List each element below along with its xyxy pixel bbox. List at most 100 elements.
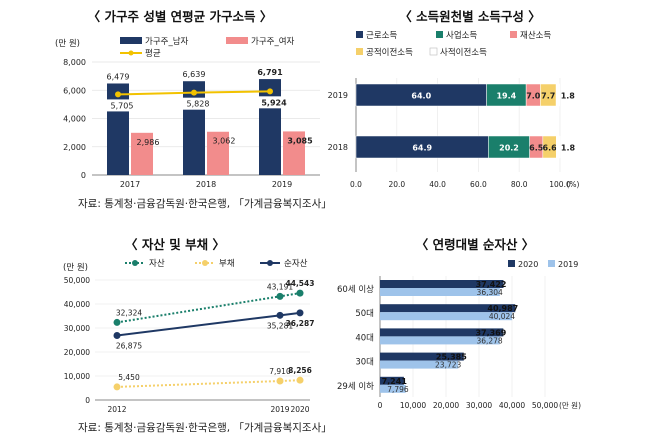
chart3-xtick-label: 2020 bbox=[290, 405, 309, 414]
chart3-point bbox=[276, 311, 284, 319]
chart2-legend-label: 사적이전소득 bbox=[440, 47, 487, 58]
chart3-ytick-label: 30,000 bbox=[64, 324, 90, 333]
chart1-avg-label-bg bbox=[182, 97, 214, 110]
chart4-xtick-label: 20,000 bbox=[433, 401, 459, 410]
chart3-legend-label: 순자산 bbox=[284, 258, 308, 269]
chart4-value-label: 23,723 bbox=[435, 361, 461, 370]
chart2-unit: (%) bbox=[567, 180, 580, 189]
chart4-legend-label: 2019 bbox=[558, 260, 578, 269]
chart2-legend-swatch bbox=[356, 31, 363, 38]
chart1-bar-female bbox=[283, 131, 305, 175]
chart1-avg-label-bg bbox=[106, 99, 138, 112]
chart2-segment-label: 64.9 bbox=[412, 144, 432, 153]
chart4-bar bbox=[380, 288, 500, 296]
chart1-avg-label: 5,828 bbox=[187, 100, 210, 109]
chart1-legend-swatch-female bbox=[226, 37, 248, 44]
chart1-label-male: 6,639 bbox=[183, 70, 206, 79]
chart2-legend-label: 공적이전소득 bbox=[366, 47, 413, 58]
chart1-ytick-label: 0 bbox=[81, 171, 86, 180]
chart4-title: 〈 연령대별 순자산 〉 bbox=[415, 237, 535, 252]
chart2-legend-swatch bbox=[429, 47, 438, 56]
chart3-ytick-label: 0 bbox=[85, 396, 90, 405]
chart4-bar bbox=[380, 376, 404, 385]
chart4-bar bbox=[380, 304, 516, 313]
chart2-segment bbox=[555, 83, 561, 107]
chart2-segment-label: 7.7 bbox=[541, 92, 555, 101]
chart4-xtick-label: 50,000 bbox=[532, 401, 558, 410]
chart2-title: 〈 소득원천별 소득구성 〉 bbox=[399, 9, 541, 24]
chart3-value-label: 8,256 bbox=[288, 366, 312, 375]
chart4-bar bbox=[380, 328, 504, 337]
chart1-avg-label-bg bbox=[258, 96, 290, 109]
chart3-point bbox=[113, 332, 121, 339]
chart3-value-label: 26,875 bbox=[116, 342, 142, 351]
chart4-legend-swatch bbox=[548, 260, 555, 267]
chart1-avg-point bbox=[267, 88, 273, 95]
chart1-label-male: 6,479 bbox=[107, 72, 130, 81]
chart1-ytick-label: 6,000 bbox=[63, 86, 86, 95]
chart2-legend-label: 근로소득 bbox=[366, 31, 397, 41]
chart2-xtick-label: 80.0 bbox=[511, 180, 528, 189]
chart3-legend-label: 부채 bbox=[219, 258, 235, 269]
chart4-ytick-label: 40대 bbox=[355, 333, 374, 343]
chart4-bar bbox=[380, 312, 513, 321]
chart1-bar-female bbox=[131, 132, 153, 175]
chart2-segment bbox=[556, 135, 561, 159]
chart2-xtick-label: 60.0 bbox=[470, 180, 487, 189]
chart3-legend-label: 자산 bbox=[149, 258, 165, 269]
chart3-value-label: 43,191 bbox=[267, 282, 293, 291]
chart1-ytick-label: 4,000 bbox=[63, 115, 86, 124]
chart1-avg-point bbox=[191, 89, 197, 96]
chart3-xtick-label: 2012 bbox=[107, 405, 126, 414]
chart4-bar bbox=[380, 336, 500, 345]
chart1-avg-label: 5,705 bbox=[111, 101, 134, 110]
source-note-bottom: 자료: 통계청·금융감독원·한국은행, 「가계금융복지조사」 bbox=[78, 422, 332, 434]
chart4-xtick-label: 40,000 bbox=[499, 401, 525, 410]
chart4-xtick-label: 10,000 bbox=[400, 401, 426, 410]
chart4-value-label: 36,304 bbox=[477, 288, 503, 297]
chart1-label-male: 6,791 bbox=[257, 68, 283, 77]
chart3-point bbox=[296, 289, 304, 297]
chart4-value-label: 37,422 bbox=[476, 280, 507, 289]
chart2-legend-label: 사업소득 bbox=[446, 31, 477, 41]
chart2-segment-label: 6.5 bbox=[529, 144, 544, 153]
chart1-label-female: 3,062 bbox=[213, 137, 236, 146]
chart2-xtick-label: 0.0 bbox=[350, 180, 362, 189]
chart3-line-0 bbox=[116, 292, 301, 324]
chart2-xtick-label: 100.0 bbox=[549, 180, 571, 189]
chart2-legend-swatch bbox=[436, 31, 443, 38]
chart3-ytick-label: 20,000 bbox=[64, 348, 90, 357]
chart2-segment-label: 1.8 bbox=[561, 92, 576, 101]
chart1-ytick-label: 2,000 bbox=[63, 143, 86, 152]
chart3-point bbox=[113, 383, 121, 391]
chart3-point bbox=[113, 318, 121, 326]
chart2-segment-label: 19.4 bbox=[496, 92, 516, 101]
chart1-title: 〈 가구주 성별 연평균 가구소득 〉 bbox=[87, 9, 273, 24]
chart3-unit: (만 원) bbox=[63, 263, 88, 273]
chart1-legend-swatch-avg-point bbox=[128, 50, 134, 56]
chart2-ytick-label: 2018 bbox=[328, 143, 348, 152]
chart2-legend-swatch bbox=[356, 48, 363, 55]
chart2-legend-label: 재산소득 bbox=[520, 30, 551, 41]
chart4-legend-label: 2020 bbox=[518, 260, 538, 269]
chart4-bar bbox=[380, 352, 464, 361]
chart1-xtick-label: 2017 bbox=[120, 180, 140, 189]
chart4-value-label: 37,369 bbox=[475, 328, 506, 337]
chart2-xtick-label: 20.0 bbox=[388, 180, 405, 189]
chart4-ytick-label: 50대 bbox=[355, 309, 374, 319]
chart1-legend-male: 가구주_남자 bbox=[145, 37, 189, 47]
chart1-bar-female bbox=[207, 131, 229, 175]
chart3-value-label: 36,287 bbox=[286, 319, 315, 328]
chart1-label-female: 2,986 bbox=[137, 138, 160, 147]
chart4-value-label: 36,278 bbox=[476, 336, 502, 345]
chart3-ytick-label: 10,000 bbox=[64, 372, 90, 381]
chart3-ytick-label: 50,000 bbox=[64, 276, 90, 285]
chart4-bar bbox=[380, 384, 406, 393]
chart3-ytick-label: 40,000 bbox=[64, 300, 90, 309]
chart1-legend-swatch-male bbox=[120, 37, 142, 44]
chart1-xtick-label: 2018 bbox=[196, 180, 216, 189]
source-note-top: 자료: 통계청·금융감독원·한국은행, 「가계금융복지조사」 bbox=[78, 198, 332, 210]
chart4-value-label: 7,796 bbox=[387, 385, 409, 394]
chart3-point bbox=[296, 309, 304, 317]
